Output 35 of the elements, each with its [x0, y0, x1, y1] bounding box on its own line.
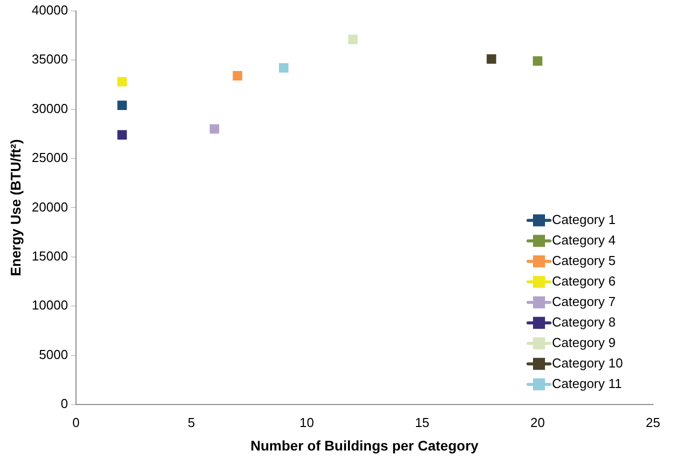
point [532, 56, 542, 66]
x-tick-label: 20 [530, 414, 545, 430]
y-tick-label: 15000 [32, 248, 68, 264]
y-tick-label: 10000 [32, 298, 68, 313]
y-tick-label: 5000 [39, 346, 68, 362]
legend-label: Category 10 [552, 355, 623, 370]
legend-label: Category 4 [552, 232, 616, 248]
point [232, 71, 242, 81]
y-tick-label: 20000 [32, 199, 68, 214]
y-axis-title: Energy Use (BTU/ft²) [7, 139, 24, 276]
point [348, 34, 358, 44]
legend-label: Category 8 [552, 314, 616, 330]
legend-label: Category 7 [552, 294, 616, 309]
y-tick-label: 30000 [32, 100, 68, 116]
legend-label: Category 9 [552, 334, 616, 350]
point [278, 63, 288, 73]
point [117, 100, 127, 110]
y-tick-label: 25000 [32, 150, 68, 166]
x-tick-label: 10 [300, 414, 314, 430]
y-tick-label: 35000 [32, 52, 68, 67]
point [117, 130, 127, 140]
legend-label: Category 6 [552, 273, 616, 288]
x-tick-label: 5 [188, 414, 195, 430]
y-tick-label: 40000 [32, 2, 68, 18]
point [210, 124, 220, 134]
point [117, 76, 127, 86]
x-axis-title: Number of Buildings per Category [250, 437, 479, 454]
y-tick-label: 0 [60, 396, 68, 412]
legend-label: Category 1 [552, 212, 616, 227]
legend-label: Category 11 [552, 376, 622, 391]
x-tick-label: 25 [646, 414, 660, 430]
point [486, 54, 496, 64]
legend-label: Category 5 [552, 252, 616, 268]
x-tick-label: 15 [414, 414, 430, 430]
x-tick-label: 0 [72, 414, 80, 430]
